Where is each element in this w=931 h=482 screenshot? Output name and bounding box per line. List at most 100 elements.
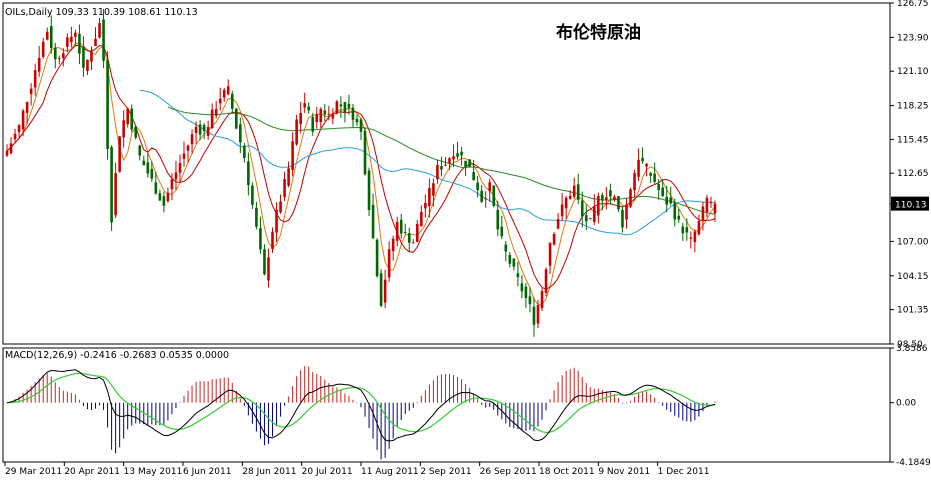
candle-body: [146, 162, 150, 174]
candle-body: [544, 269, 548, 293]
candle-body: [560, 204, 564, 217]
candle-body: [407, 233, 411, 243]
candle-body: [239, 124, 242, 143]
date-tick-label: 28 Jun 2011: [242, 467, 296, 477]
candle-body: [53, 47, 57, 60]
candle-body: [516, 273, 520, 278]
candle-body: [243, 145, 246, 158]
candle-body: [25, 102, 29, 113]
candle-body: [701, 206, 705, 221]
date-tick-label: 26 Sep 2011: [480, 467, 537, 477]
candle-body: [657, 184, 660, 190]
candle-body: [295, 119, 298, 145]
candle-body: [122, 120, 125, 138]
price-tick-label: 121.10: [897, 67, 929, 77]
candle-body: [367, 170, 371, 211]
candle-body: [416, 223, 419, 242]
candle-body: [255, 207, 258, 227]
candle-body: [303, 103, 306, 108]
candle-body: [665, 196, 669, 205]
candle-body: [170, 179, 174, 190]
candle-body: [649, 173, 652, 176]
candle-body: [226, 86, 230, 95]
macd-panel: [6, 366, 716, 460]
candle-body: [327, 113, 331, 115]
candle-body: [29, 88, 33, 95]
ma-10-line: [6, 44, 716, 290]
candle-body: [49, 26, 53, 49]
macd-tick-label: -4.1849: [896, 458, 931, 468]
candle-body: [82, 46, 85, 68]
candle-body: [580, 200, 584, 217]
candle-body: [536, 305, 540, 324]
candle-body: [432, 183, 435, 196]
candle-body: [299, 112, 302, 125]
candle-body: [198, 124, 202, 135]
candle-body: [705, 197, 709, 212]
candle-body: [311, 117, 315, 132]
date-tick-label: 6 Jun 2011: [183, 467, 231, 477]
candle-body: [323, 110, 327, 115]
candle-body: [130, 108, 134, 130]
candle-body: [588, 218, 592, 220]
date-tick-label: 20 Apr 2011: [64, 467, 120, 477]
candle-body: [677, 215, 681, 220]
candle-body: [86, 59, 89, 72]
candle-body: [343, 101, 347, 113]
candle-body: [476, 182, 479, 191]
candle-body: [106, 60, 109, 149]
candle-body: [484, 198, 488, 200]
candle-body: [375, 239, 379, 277]
candle-body: [5, 150, 9, 156]
candle-body: [45, 31, 49, 40]
candle-body: [472, 172, 475, 181]
candle-body: [110, 147, 113, 223]
candle-body: [452, 156, 455, 160]
candle-body: [371, 204, 375, 239]
candle-body: [247, 161, 250, 186]
candle-body: [190, 134, 194, 145]
candle-body: [444, 164, 447, 166]
candle-body: [524, 286, 528, 299]
candle-body: [182, 153, 186, 159]
candle-body: [166, 192, 170, 202]
candle-body: [601, 195, 604, 201]
candle-body: [194, 126, 198, 134]
candle-body: [214, 109, 218, 116]
candle-body: [62, 53, 65, 59]
candle-body: [154, 182, 158, 194]
candle-body: [593, 206, 596, 222]
price-tick-label: 123.90: [897, 33, 929, 43]
candle-body: [98, 23, 101, 38]
candle-body: [528, 296, 532, 305]
candle-body: [464, 160, 467, 167]
candle-body: [420, 211, 423, 227]
macd-info: MACD(12,26,9) -0.2416 -0.2683 0.0535 0.0…: [5, 350, 229, 361]
date-tick-label: 11 Aug 2011: [361, 467, 419, 477]
candle-body: [251, 185, 254, 205]
candle-body: [206, 126, 210, 136]
candle-body: [174, 172, 178, 180]
candle-body: [597, 196, 600, 216]
candle-body: [78, 33, 81, 54]
candle-body: [584, 215, 588, 222]
candle-body: [291, 141, 294, 171]
candle-body: [625, 204, 628, 220]
candle-body: [496, 209, 500, 230]
candle-body: [504, 244, 508, 252]
candle-body: [355, 118, 359, 123]
candle-body: [210, 109, 214, 129]
candle-body: [263, 249, 266, 275]
ma-34-line: [139, 89, 716, 236]
candle-body: [548, 243, 552, 266]
candle-body: [689, 237, 693, 239]
candle-body: [94, 38, 97, 46]
candle-body: [395, 222, 399, 241]
candle-body: [693, 231, 697, 243]
candle-body: [564, 197, 568, 209]
candle-body: [488, 182, 492, 192]
candle-body: [669, 197, 673, 204]
candle-body: [681, 226, 685, 234]
candle-body: [403, 231, 407, 233]
